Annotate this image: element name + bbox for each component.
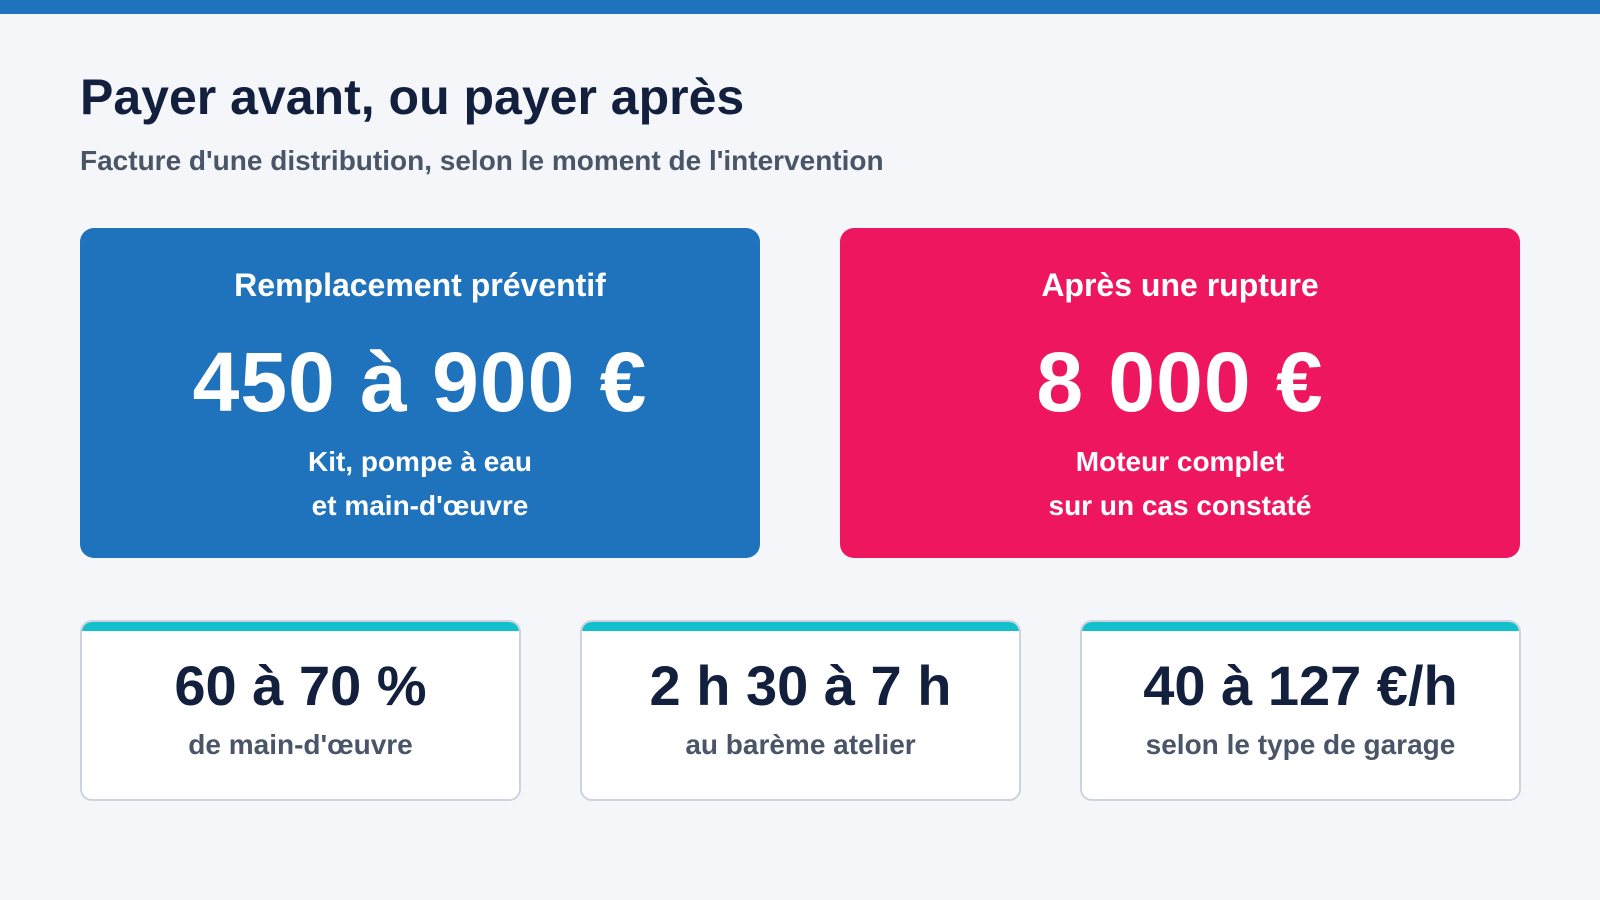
rupture-card-value: 8 000 € <box>1036 335 1324 429</box>
rupture-card-description: Moteur complet sur un cas constaté <box>840 440 1520 528</box>
page-subtitle: Facture d'une distribution, selon le mom… <box>80 145 884 176</box>
stat-card-hourly-rate: 40 à 127 €/h selon le type de garage <box>1080 620 1521 801</box>
preventive-desc-line-2: et main-d'œuvre <box>311 490 529 521</box>
preventive-cost-card: Remplacement préventif 450 à 900 € Kit, … <box>80 228 760 558</box>
preventive-card-label: Remplacement préventif <box>234 267 606 303</box>
stat-card-labour-share: 60 à 70 % de main-d'œuvre <box>80 620 521 801</box>
rupture-card-label: Après une rupture <box>1041 267 1319 303</box>
rupture-desc-line-1: Moteur complet <box>1075 446 1285 477</box>
preventive-desc-line-1: Kit, pompe à eau <box>307 446 533 477</box>
preventive-card-value: 450 à 900 € <box>192 335 648 429</box>
stat-card-accent <box>582 622 1019 631</box>
stat-value: 60 à 70 % <box>174 654 427 717</box>
rupture-cost-card: Après une rupture 8 000 € Moteur complet… <box>840 228 1520 558</box>
stat-card-accent <box>82 622 519 631</box>
stat-card-accent <box>1082 622 1519 631</box>
stat-card-labour-time: 2 h 30 à 7 h au barème atelier <box>580 620 1021 801</box>
stat-value: 40 à 127 €/h <box>1143 654 1458 717</box>
top-accent-bar <box>0 0 1600 14</box>
stat-description: au barème atelier <box>685 729 916 760</box>
stat-description: de main-d'œuvre <box>188 729 413 760</box>
stat-description: selon le type de garage <box>1145 729 1456 760</box>
preventive-card-description: Kit, pompe à eau et main-d'œuvre <box>80 440 760 528</box>
page-title: Payer avant, ou payer après <box>80 69 745 125</box>
stat-value: 2 h 30 à 7 h <box>649 654 952 717</box>
rupture-desc-line-2: sur un cas constaté <box>1048 490 1312 521</box>
